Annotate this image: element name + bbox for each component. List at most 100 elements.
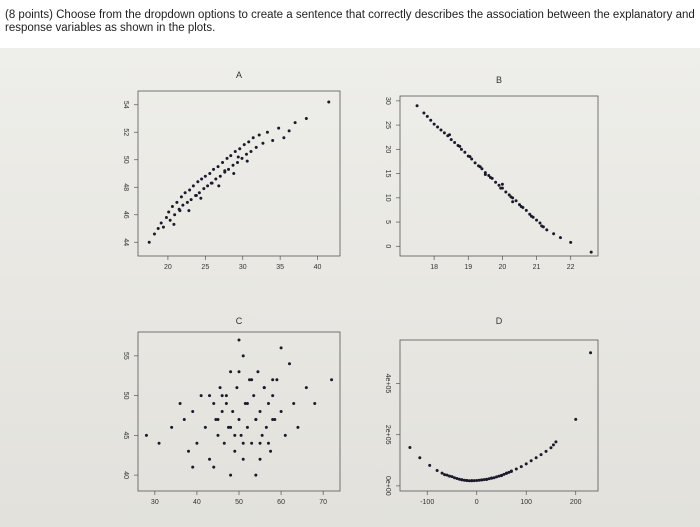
plot-c-ytick-label: 40 — [122, 471, 129, 479]
plot-c-point — [216, 433, 220, 437]
plot-c-ytick-label: 50 — [122, 392, 129, 400]
plot-b-point — [473, 161, 477, 165]
plot-c-point — [208, 457, 212, 461]
plot-a-point — [168, 218, 172, 222]
plot-b-point — [483, 173, 487, 177]
plot-b-point — [415, 104, 419, 108]
plot-c-point — [279, 346, 283, 350]
plot-a-point — [238, 147, 242, 151]
plot-a-point — [191, 184, 195, 188]
plot-c-point — [266, 441, 270, 445]
plot-b-point — [569, 240, 573, 244]
plots-photo: A 20 25 30 35 40 44 46 48 50 52 54 B 18 19 20 21 22 0 5 10 15… — [0, 48, 700, 527]
plot-a-point — [244, 152, 248, 156]
plot-c-point — [233, 433, 237, 437]
plot-b-point — [478, 165, 482, 169]
plot-d-point — [490, 476, 494, 480]
plot-d-point — [492, 476, 496, 480]
plot-a-point — [271, 139, 275, 142]
plot-c-point — [212, 465, 216, 469]
plot-d-point — [551, 443, 555, 447]
plot-a-point — [212, 167, 216, 171]
plot-c: C 30 40 50 60 70 40 45 50 55 — [122, 316, 341, 506]
plot-d-point — [480, 478, 484, 482]
plot-b-ytick-label: 5 — [384, 220, 391, 224]
plot-a-point — [188, 188, 192, 192]
plot-c-point — [273, 417, 277, 421]
plot-d-point — [428, 463, 432, 467]
plot-c-title: C — [236, 316, 243, 326]
plot-d-point — [544, 449, 548, 453]
plot-b-point — [519, 205, 523, 209]
plot-c-point — [279, 410, 283, 413]
plot-d-ytick-label: 2e+05 — [384, 425, 391, 445]
plot-a-point — [217, 184, 221, 188]
plot-c-point — [170, 425, 174, 429]
plot-a-point — [170, 205, 174, 208]
plot-c-xtick-label: 60 — [277, 499, 285, 506]
plot-d-point — [418, 456, 422, 460]
plot-b-point — [500, 182, 504, 186]
plot-a-point — [261, 141, 265, 145]
plot-a-point — [236, 161, 240, 164]
plot-a-ytick-label: 46 — [122, 211, 129, 219]
plot-a-point — [236, 155, 240, 159]
plot-d-point — [574, 417, 578, 421]
plot-b-point — [442, 131, 446, 135]
plot-c-point — [269, 449, 273, 453]
plot-a-point — [200, 177, 204, 181]
plot-c-point — [241, 457, 245, 461]
plot-a-point — [178, 209, 182, 213]
plot-b-ytick-label: 25 — [384, 121, 391, 129]
plot-d-point — [549, 446, 553, 450]
plot-b-point — [497, 183, 501, 187]
plot-c-point — [250, 378, 254, 382]
plot-c-point — [283, 433, 287, 437]
plot-b-point — [558, 236, 562, 240]
plot-c-point — [243, 402, 247, 406]
plot-b-point — [432, 122, 436, 126]
plot-c-point — [271, 394, 275, 398]
question-text: (8 points) Choose from the dropdown opti… — [5, 9, 695, 34]
plot-a-point — [185, 200, 189, 204]
plot-d-point — [504, 471, 508, 475]
plot-b-xtick-label: 18 — [430, 264, 438, 271]
plot-b-point — [422, 111, 426, 115]
plot-d: D -100 0 100 200 0e+00 2e+05 4e+05 — [384, 316, 599, 506]
plot-b-point — [511, 200, 515, 204]
plot-d-point — [445, 473, 449, 477]
plot-a-point — [218, 174, 222, 178]
plot-a-ytick-label: 44 — [122, 238, 129, 246]
plot-a-point — [175, 200, 179, 204]
plot-b-title: B — [496, 75, 502, 85]
plot-b-point — [468, 155, 472, 159]
plot-a-ytick-label: 50 — [122, 156, 129, 164]
plot-a-point — [189, 198, 193, 202]
plot-a-point — [206, 184, 210, 188]
scatterplot-grid: A 20 25 30 35 40 44 46 48 50 52 54 B 18 19 20 21 22 0 5 10 15… — [122, 70, 599, 506]
plot-b-point — [436, 125, 440, 129]
plot-d-point — [589, 351, 593, 355]
plot-c-point — [237, 417, 241, 421]
plot-b-point — [504, 190, 508, 194]
plot-a-point — [304, 117, 308, 120]
plot-a-point — [199, 196, 203, 200]
plot-c-point — [237, 370, 241, 374]
plot-a-point — [231, 163, 235, 167]
plot-a-point — [173, 213, 177, 217]
plot-c-point — [271, 378, 275, 382]
plot-d-frame — [399, 339, 599, 492]
plot-c-frame — [137, 331, 341, 492]
plot-b-point — [449, 138, 453, 142]
plot-d-xtick-label: -100 — [420, 499, 434, 506]
plot-a-point — [277, 126, 281, 130]
plot-a-ytick-label: 54 — [122, 101, 129, 109]
plot-b-point — [538, 221, 542, 225]
plot-c-point — [264, 425, 268, 429]
plot-a-point — [242, 143, 246, 147]
plot-d-point — [485, 477, 489, 481]
plot-b-point — [429, 118, 433, 122]
plot-b-xtick-label: 19 — [464, 264, 472, 271]
plot-c-point — [245, 402, 249, 406]
plot-b-xtick-label: 21 — [533, 264, 541, 271]
